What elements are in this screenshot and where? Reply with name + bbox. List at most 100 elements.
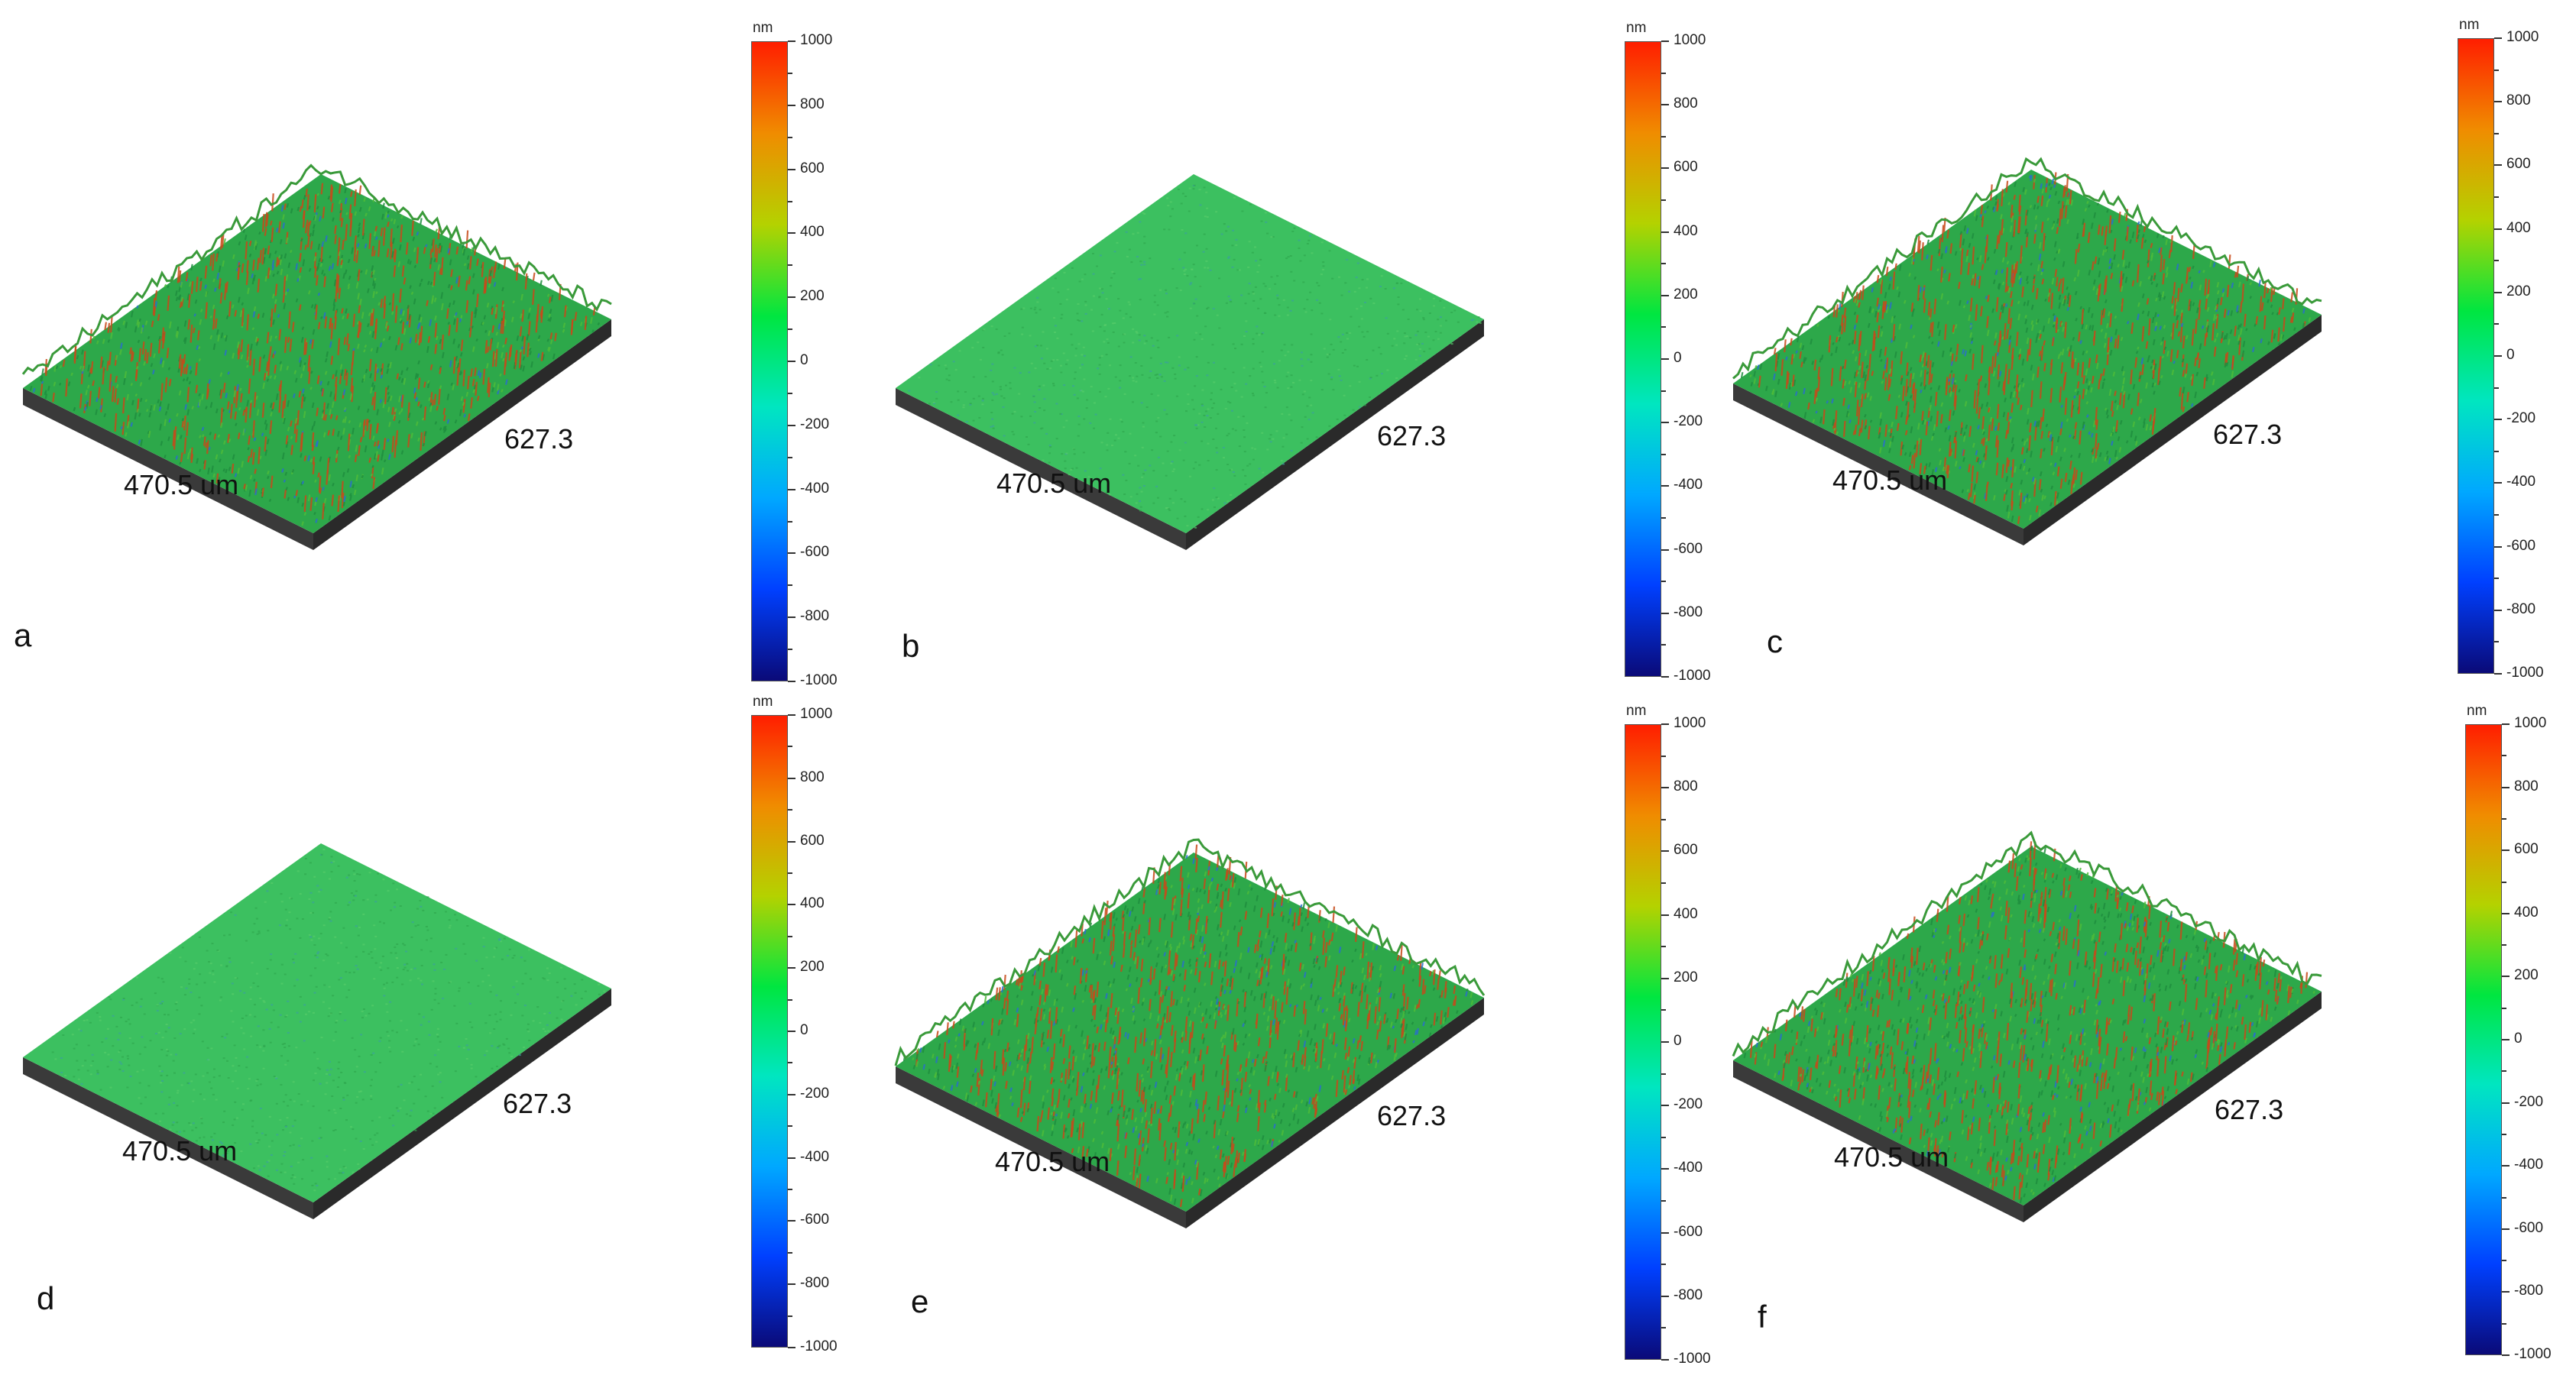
surface-spike bbox=[374, 225, 378, 231]
surface-spike bbox=[536, 303, 540, 322]
surface-spike bbox=[219, 278, 222, 290]
surface-spike bbox=[212, 253, 215, 271]
surface-spike bbox=[328, 515, 332, 521]
surface-spike bbox=[439, 367, 442, 374]
surface-spike bbox=[438, 388, 441, 405]
surface-spike bbox=[416, 247, 420, 264]
surface-spike bbox=[403, 277, 407, 285]
surface-spike bbox=[549, 339, 553, 345]
surface-spike bbox=[358, 206, 362, 212]
surface-spike bbox=[246, 314, 249, 331]
surface-spike bbox=[344, 188, 347, 194]
surface-spike bbox=[247, 287, 250, 295]
surface-spike bbox=[467, 375, 470, 390]
surface-spike bbox=[198, 346, 201, 350]
surface-spike bbox=[284, 291, 288, 296]
surface-spike bbox=[248, 253, 252, 257]
surface-spike bbox=[52, 392, 55, 403]
surface-spike bbox=[261, 248, 265, 265]
surface-spike bbox=[372, 477, 376, 490]
surface-spike bbox=[374, 236, 378, 241]
surface-spike bbox=[496, 341, 500, 348]
surface-spike bbox=[277, 255, 281, 259]
surface-spike bbox=[434, 421, 438, 425]
surface-spike bbox=[519, 326, 523, 337]
surface-spike bbox=[339, 209, 342, 214]
surface-spike bbox=[417, 437, 420, 442]
surface-spike bbox=[322, 487, 325, 491]
surface-spike bbox=[455, 277, 458, 284]
surface-spike bbox=[458, 275, 461, 287]
surface-spike bbox=[400, 224, 403, 243]
surface-spike bbox=[204, 265, 208, 279]
surface-spike bbox=[276, 270, 280, 275]
surface-spike bbox=[97, 387, 101, 399]
surface-spike bbox=[225, 468, 228, 474]
surface-spike bbox=[458, 358, 462, 373]
surface-spike bbox=[320, 387, 323, 392]
surface-spike bbox=[160, 441, 164, 446]
surface-spike bbox=[120, 342, 123, 349]
surface-spike bbox=[324, 358, 328, 363]
surface-spike bbox=[227, 433, 230, 443]
surface-spike bbox=[217, 334, 220, 342]
surface-spike bbox=[471, 273, 475, 278]
surface-spike bbox=[391, 251, 394, 258]
surface-spike bbox=[212, 309, 216, 322]
surface-spike bbox=[354, 454, 358, 462]
surface-spike bbox=[333, 279, 337, 286]
surface-spike bbox=[222, 260, 225, 267]
surface-spike bbox=[143, 361, 146, 366]
surface-spike bbox=[228, 301, 232, 317]
surface-spike bbox=[279, 258, 283, 266]
surface-spike bbox=[193, 313, 196, 317]
surface-spike bbox=[493, 382, 496, 388]
surface-spike bbox=[341, 481, 344, 498]
surface-spike bbox=[81, 349, 84, 355]
surface-spike bbox=[225, 315, 229, 320]
surface-spike bbox=[284, 489, 287, 499]
surface-spike bbox=[350, 377, 354, 392]
surface-spike bbox=[470, 247, 474, 252]
surface-spike bbox=[164, 455, 167, 459]
surface-spike bbox=[349, 481, 352, 488]
surface-spike bbox=[303, 455, 307, 461]
surface-spike bbox=[245, 271, 249, 286]
surface-spike bbox=[271, 293, 275, 299]
surface-spike bbox=[259, 250, 262, 264]
surface-spike bbox=[274, 375, 277, 380]
surface-spike bbox=[433, 393, 437, 406]
surface-spike bbox=[326, 403, 329, 409]
surface-spike bbox=[40, 383, 44, 396]
surface-spike bbox=[532, 289, 535, 305]
surface-spike bbox=[193, 327, 196, 334]
surface-spike bbox=[281, 468, 284, 473]
surface-spike bbox=[201, 393, 204, 400]
surface-spike bbox=[327, 429, 330, 436]
surface-spike bbox=[134, 393, 138, 397]
surface-spike bbox=[303, 396, 306, 402]
surface-spike bbox=[510, 316, 514, 322]
surface-spike bbox=[293, 495, 296, 499]
surface-spike bbox=[180, 452, 183, 462]
surface-spike bbox=[209, 315, 212, 319]
surface-spike bbox=[240, 354, 244, 360]
surface-spike bbox=[373, 392, 377, 410]
surface-spike bbox=[360, 270, 363, 273]
surface-spike bbox=[452, 383, 455, 390]
surface-spike bbox=[296, 410, 300, 426]
surface-spike bbox=[246, 260, 249, 273]
surface-spike bbox=[546, 338, 550, 342]
surface-spike bbox=[441, 335, 444, 350]
surface-spike bbox=[442, 426, 446, 431]
surface-spike bbox=[186, 452, 190, 460]
surface-spike bbox=[389, 361, 392, 369]
surface-spike bbox=[344, 269, 348, 275]
surface-spike bbox=[398, 411, 401, 416]
surface-spike bbox=[522, 356, 526, 361]
surface-spike bbox=[213, 433, 217, 440]
surface-spike bbox=[144, 399, 147, 403]
surface-spike bbox=[465, 280, 468, 291]
surface-spike bbox=[387, 363, 390, 368]
surface-spike bbox=[104, 322, 107, 330]
